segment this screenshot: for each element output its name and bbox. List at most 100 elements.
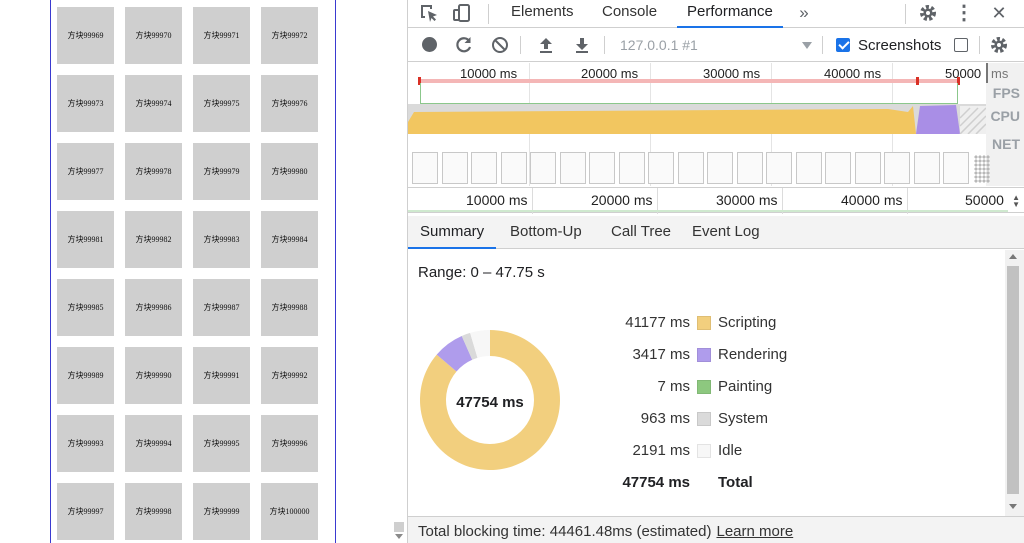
ruler-label: 10000 ms	[460, 66, 518, 81]
screenshot-thumbnail[interactable]	[825, 152, 851, 184]
block-tile: 方块99994	[125, 415, 182, 472]
close-icon[interactable]: ✕	[991, 3, 1007, 23]
inspect-element-icon[interactable]	[418, 2, 440, 24]
tab-elements[interactable]: Elements	[511, 3, 574, 20]
overview-window-handle[interactable]	[986, 63, 988, 83]
block-tile: 方块99973	[57, 75, 114, 132]
donut-slice-system	[461, 332, 478, 360]
timeline-overview[interactable]: 10000 ms 20000 ms 30000 ms 40000 ms 5000…	[408, 63, 1024, 214]
block-tile: 方块99969	[57, 7, 114, 64]
ruler-label: 30000 ms	[703, 66, 761, 81]
fps-track-label: FPS	[992, 85, 1020, 101]
screenshot-thumbnail[interactable]	[412, 152, 438, 184]
screenshot-thumbnail[interactable]	[677, 152, 704, 184]
block-tile: 方块99977	[57, 143, 114, 200]
screenshot-thumbnail[interactable]	[589, 152, 615, 184]
block-tile: 方块99997	[57, 483, 114, 540]
kebab-menu-icon[interactable]: ⋮	[954, 2, 974, 24]
painting-label: Painting	[718, 378, 773, 395]
screenshot-thumbnail[interactable]	[913, 152, 940, 184]
toolbar-divider	[604, 36, 605, 54]
system-value: 963 ms	[640, 410, 690, 427]
donut-slice-rendering	[436, 335, 473, 372]
block-tile: 方块99976	[261, 75, 318, 132]
screenshot-thumbnail[interactable]	[500, 152, 527, 184]
record-icon	[421, 37, 437, 52]
screenshot-thumbnail[interactable]	[707, 152, 733, 184]
screenshot-thumbnail[interactable]	[441, 152, 468, 184]
block-tile: 方块99992	[261, 347, 318, 404]
profile-select[interactable]: 127.0.0.1 #1	[620, 37, 698, 53]
block-tile: 方块99990	[125, 347, 182, 404]
tab-bottom-up[interactable]: Bottom-Up	[510, 223, 582, 240]
detail-ruler[interactable]: 10000 ms 20000 ms 30000 ms 40000 ms 5000…	[408, 187, 1024, 214]
cpu-rendering-area	[916, 105, 960, 134]
block-tile: 方块99985	[57, 279, 114, 336]
save-profile-button[interactable]	[571, 34, 593, 56]
gear-icon[interactable]	[917, 2, 939, 24]
screenshot-thumbnail[interactable]	[943, 152, 969, 184]
block-tile: 方块99984	[261, 211, 318, 268]
scroll-down-arrow-icon[interactable]	[395, 534, 403, 539]
block-tile: 方块99999	[193, 483, 250, 540]
memory-checkbox[interactable]	[954, 38, 968, 52]
record-button[interactable]	[418, 34, 440, 56]
block-tile: 方块99986	[125, 279, 182, 336]
screenshot-thumbnail[interactable]	[854, 152, 881, 184]
capture-settings-button[interactable]	[988, 34, 1010, 56]
screenshot-thumbnail[interactable]	[530, 152, 556, 184]
block-tile: 方块99981	[57, 211, 114, 268]
tab-call-tree[interactable]: Call Tree	[611, 223, 672, 240]
ruler-label: 50000 ms	[945, 66, 985, 81]
fps-marker	[418, 77, 421, 85]
screenshot-thumbnail[interactable]	[559, 152, 586, 184]
tab-console[interactable]: Console	[602, 3, 658, 20]
devtools-panel: Elements Console Performance » ⋮ ✕ 127.0…	[407, 0, 1024, 543]
download-icon	[576, 38, 588, 53]
ruler-label: 50000	[965, 192, 1004, 208]
block-tile: 方块99971	[193, 7, 250, 64]
donut-slice-idle	[470, 330, 490, 358]
fps-marker	[916, 77, 919, 85]
panel-splitter[interactable]	[392, 0, 408, 543]
toolbar-divider	[822, 36, 823, 54]
painting-value: 7 ms	[657, 378, 690, 395]
chevron-down-icon[interactable]	[802, 42, 812, 49]
screenshot-thumbnail[interactable]	[795, 152, 822, 184]
screenshot-thumbnail[interactable]	[884, 152, 910, 184]
block-tile: 方块99996	[261, 415, 318, 472]
tab-event-log[interactable]: Event Log	[692, 223, 760, 240]
ruler-tick	[782, 188, 783, 214]
ruler-label: 20000 ms	[591, 192, 653, 208]
overview-side-panel	[986, 63, 1024, 186]
tab-performance[interactable]: Performance	[677, 0, 783, 28]
grip-dots-icon[interactable]	[974, 155, 990, 183]
ruler-spinner-icon[interactable]: ▲ ▼	[1012, 193, 1020, 209]
clear-button[interactable]	[489, 34, 511, 56]
scripting-value: 41177 ms	[625, 314, 690, 331]
screenshot-thumbnail[interactable]	[648, 152, 674, 184]
double-chevron-right-icon[interactable]: »	[799, 3, 809, 22]
tab-summary[interactable]: Summary	[408, 216, 497, 249]
screenshots-checkbox[interactable]	[836, 38, 850, 52]
screenshot-thumbnail[interactable]	[618, 152, 645, 184]
scroll-down-arrow-icon[interactable]	[1009, 504, 1017, 509]
scroll-up-arrow-icon[interactable]	[1009, 254, 1017, 259]
screenshot-thumbnail[interactable]	[736, 152, 763, 184]
device-toolbar-icon[interactable]	[451, 2, 473, 24]
scrollbar-grip[interactable]	[394, 522, 404, 532]
summary-scrollbar[interactable]	[1005, 250, 1024, 516]
range-label: Range: 0 – 47.75 s	[418, 264, 545, 281]
load-profile-button[interactable]	[535, 34, 557, 56]
scrollbar-thumb[interactable]	[1007, 266, 1019, 494]
summary-donut-chart	[420, 330, 560, 470]
screenshot-thumbnail[interactable]	[471, 152, 497, 184]
screenshots-label[interactable]: Screenshots	[858, 37, 942, 54]
reload-button[interactable]	[453, 34, 475, 56]
toolbar-divider	[488, 4, 489, 24]
details-tabbar: Summary Bottom-Up Call Tree Event Log	[408, 216, 1024, 249]
page-viewport: 方块99969 方块99970 方块99971 方块99972 方块99973 方块999…	[0, 0, 392, 543]
learn-more-link[interactable]: Learn more	[716, 523, 794, 540]
donut-total-label: 47754 ms	[456, 394, 524, 411]
screenshot-thumbnail[interactable]	[766, 152, 792, 184]
